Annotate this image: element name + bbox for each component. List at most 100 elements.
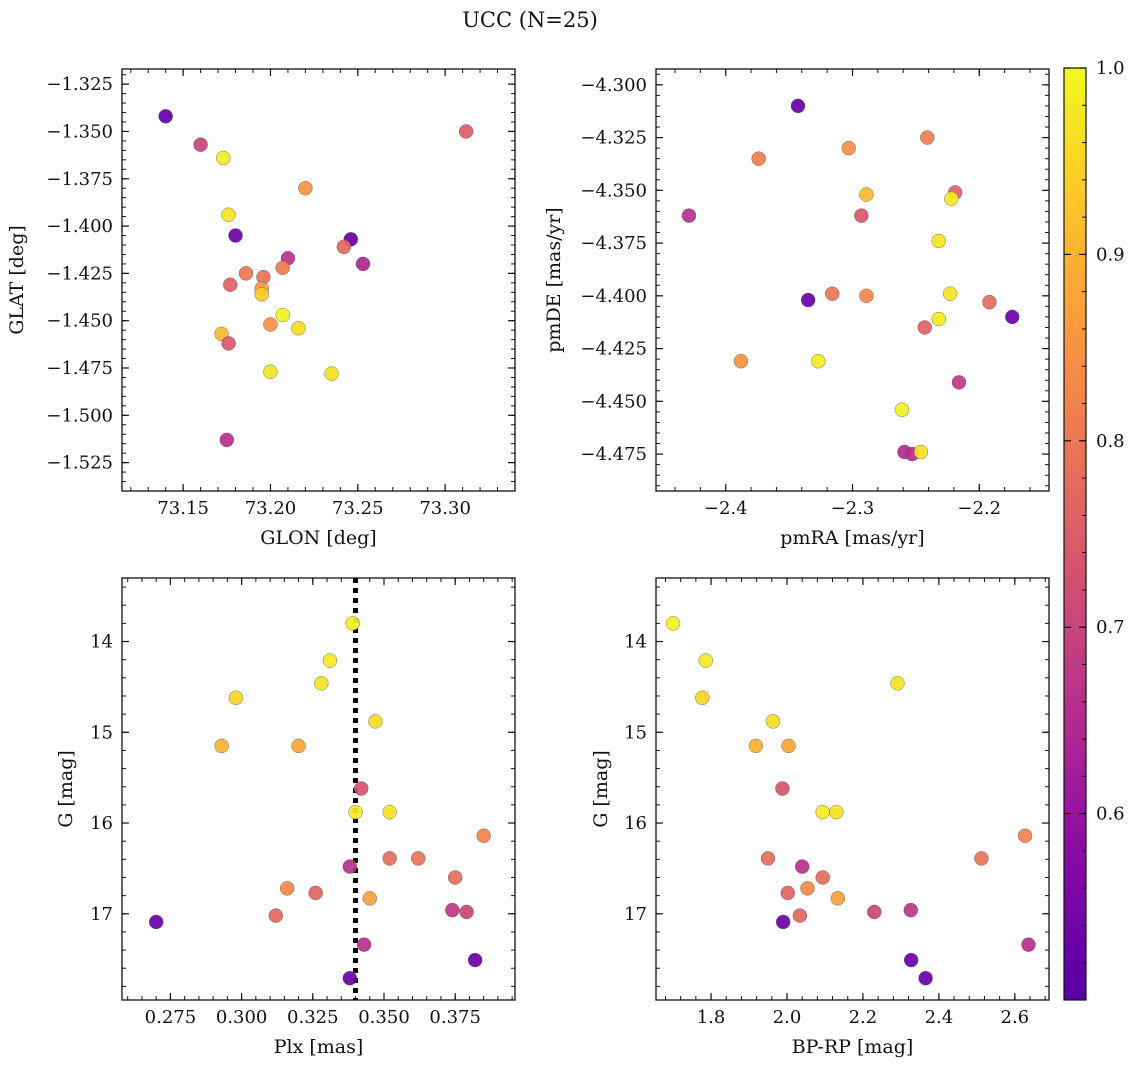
scatter-point <box>342 859 358 874</box>
scatter-point <box>324 366 339 381</box>
x-tick-label: 0.275 <box>145 1007 197 1028</box>
points <box>148 578 491 1000</box>
scatter-point <box>733 354 749 369</box>
figure-title: UCC (N=25) <box>462 8 598 32</box>
scatter-point <box>223 277 238 292</box>
x-axis-label: BP-RP [mag] <box>792 1036 914 1058</box>
scatter-point <box>336 239 352 255</box>
y-axis-label: G [mag] <box>55 750 77 828</box>
scatter-point <box>228 228 243 243</box>
scatter-point <box>780 885 795 901</box>
scatter-point <box>815 804 830 820</box>
scatter-point <box>695 690 710 705</box>
scatter-point <box>859 288 874 304</box>
scatter-point <box>751 151 766 166</box>
axes-frame <box>121 577 516 1001</box>
panel-glon-glat: 73.15 73.20 73.25 73.30 −1.325 −1.350 −1.375 −1… <box>6 68 516 549</box>
scatter-point <box>216 150 231 166</box>
y-tick-label: 16 <box>90 813 113 834</box>
scatter-point <box>268 908 283 923</box>
scatter-point <box>193 137 208 152</box>
scatter-point <box>308 885 323 901</box>
y-tick-label: −1.450 <box>46 311 113 332</box>
panel-plx-g: 0.275 0.300 0.325 0.350 0.375 14 15 16 17 Plx [ma… <box>55 577 516 1058</box>
scatter-point <box>254 286 269 302</box>
x-tick-label: 2.6 <box>1001 1007 1030 1028</box>
scatter-point <box>776 914 791 930</box>
scatter-point <box>748 738 764 754</box>
y-axis-label: pmDE [mas/yr] <box>543 207 565 352</box>
y-tick-label: −1.425 <box>46 263 113 284</box>
scatter-point <box>148 914 164 930</box>
scatter-point <box>382 851 397 866</box>
axes-frame <box>121 68 516 492</box>
x-tick-label: −2.2 <box>957 498 1001 519</box>
colorbar-tick-label: 0.6 <box>1096 804 1125 825</box>
y-tick-label: −4.375 <box>580 233 647 254</box>
scatter-point <box>781 738 796 754</box>
y-tick-label: −1.475 <box>46 358 113 379</box>
y-tick-label: 17 <box>624 904 647 925</box>
x-tick-label: 73.15 <box>157 498 209 519</box>
scatter-point <box>458 124 474 139</box>
scatter-point <box>811 354 826 369</box>
y-tick-label: −1.325 <box>46 74 113 95</box>
scatter-point <box>890 676 905 691</box>
colorbar-tick-label: 0.9 <box>1096 244 1125 265</box>
y-tick-label: −4.300 <box>580 75 647 96</box>
y-tick-label: −1.500 <box>46 405 113 426</box>
scatter-point <box>790 98 806 114</box>
scatter-point <box>903 902 918 918</box>
scatter-point <box>794 859 810 874</box>
panel-bprp-g: 1.8 2.0 2.2 2.4 2.6 14 15 16 17 BP-RP [mag] G [mag… <box>590 577 1050 1058</box>
axes-frame <box>655 68 1050 492</box>
y-axis-label: G [mag] <box>590 750 612 828</box>
scatter-point <box>356 937 372 952</box>
scatter-point <box>263 317 278 332</box>
points <box>158 109 474 448</box>
y-tick-label: −1.350 <box>46 121 113 142</box>
scatter-point <box>913 444 929 460</box>
y-tick-label: −1.375 <box>46 169 113 190</box>
panel-pmra-pmde: −2.4 −2.3 −2.2 −4.300 −4.325 −4.350 −4.375 −4.4… <box>543 68 1050 549</box>
scatter-point <box>476 828 491 843</box>
scatter-point <box>982 294 997 310</box>
y-tick-label: 15 <box>624 722 647 743</box>
x-tick-label: 0.300 <box>216 1007 268 1028</box>
scatter-point <box>854 208 869 223</box>
x-tick-label: 1.8 <box>697 1007 726 1028</box>
scatter-point <box>382 804 397 820</box>
scatter-point <box>681 208 697 223</box>
x-tick-label: 73.20 <box>245 498 297 519</box>
x-tick-label: 2.0 <box>773 1007 802 1028</box>
colorbar: 0.6 0.7 0.8 0.9 1.0 <box>1063 58 1125 1001</box>
scatter-point <box>214 738 229 754</box>
y-tick-label: −1.525 <box>46 453 113 474</box>
scatter-point <box>1005 309 1020 325</box>
panels: 73.15 73.20 73.25 73.30 −1.325 −1.350 −1.375 −1… <box>6 68 1050 1058</box>
scatter-point <box>275 307 290 323</box>
colorbar-tick-label: 0.8 <box>1096 431 1125 452</box>
scatter-point <box>815 870 830 885</box>
x-tick-label: −2.4 <box>704 498 748 519</box>
scatter-point <box>228 690 244 705</box>
scatter-point <box>944 191 959 206</box>
scatter-point <box>291 321 306 336</box>
scatter-point <box>410 851 426 866</box>
points <box>681 98 1020 462</box>
scatter-point <box>918 971 933 986</box>
scatter-point <box>974 851 989 866</box>
scatter-point <box>830 891 846 906</box>
x-axis-label: pmRA [mas/yr] <box>780 527 924 549</box>
x-axis-label: Plx [mas] <box>274 1036 364 1058</box>
x-tick-label: 0.350 <box>358 1007 410 1028</box>
scatter-point <box>841 140 856 156</box>
scatter-point <box>765 714 781 729</box>
scatter-point <box>342 971 358 986</box>
scatter-point <box>698 653 713 668</box>
scatter-point <box>348 804 363 820</box>
scatter-point <box>894 402 910 417</box>
scatter-point <box>362 891 377 906</box>
y-tick-label: −1.400 <box>46 216 113 237</box>
